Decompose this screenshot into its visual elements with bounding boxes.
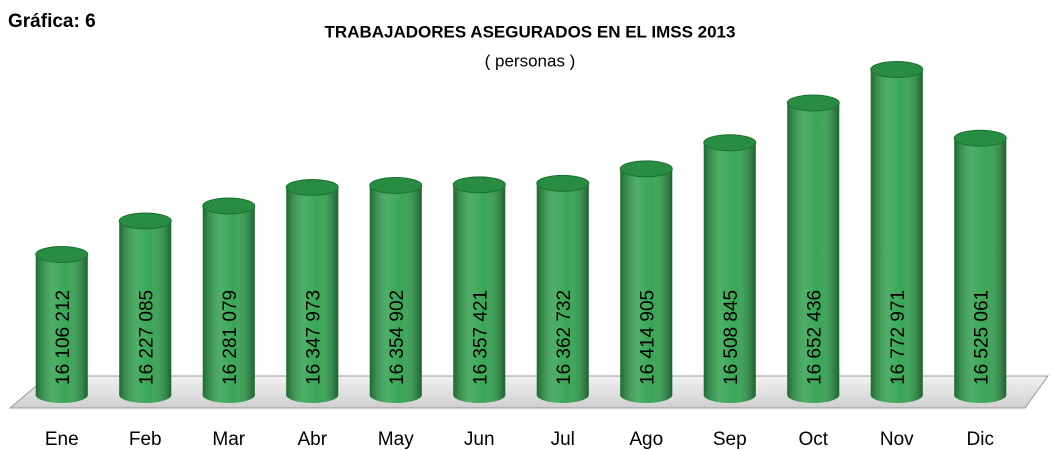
x-tick-label: May <box>378 429 414 450</box>
x-tick-label: Sep <box>713 429 747 450</box>
data-label: 16 772 971 <box>888 290 909 385</box>
bar-cap <box>786 94 840 112</box>
bar-cap-shade <box>954 130 1007 147</box>
bar-cap <box>285 178 339 196</box>
bar-shade <box>787 102 840 396</box>
data-label: 16 414 905 <box>637 290 658 385</box>
bar-shade <box>286 187 339 395</box>
x-tick-label: Mar <box>212 429 245 450</box>
bar-shade <box>954 138 1007 395</box>
chart-label: Gráfica: 6 <box>8 11 96 32</box>
x-tick-label: Abr <box>297 429 327 450</box>
bar-cap <box>369 177 423 195</box>
x-tick-label: Jul <box>551 429 575 450</box>
bar-cap-shade <box>35 246 88 263</box>
bar-cap-shade <box>369 177 422 194</box>
bar-cap <box>536 174 590 192</box>
bar-cap <box>703 134 757 152</box>
bar-cap-shade <box>536 175 589 192</box>
bar-cap-shade <box>286 179 339 196</box>
bar-cap <box>35 246 89 264</box>
bar-cap-shade <box>870 61 923 78</box>
data-label: 16 281 079 <box>220 290 241 385</box>
bar-cap <box>202 197 256 215</box>
bar-shade <box>870 69 923 395</box>
bar-shade <box>202 206 255 395</box>
bar-cap <box>870 61 924 79</box>
data-label: 16 347 973 <box>303 290 324 385</box>
chart-title: TRABAJADORES ASEGURADOS EN EL IMSS 2013 <box>325 22 736 41</box>
bar-shade <box>35 254 88 395</box>
data-label: 16 652 436 <box>804 290 825 385</box>
x-tick-label: Nov <box>880 429 914 450</box>
bar-shade <box>453 184 506 395</box>
x-tick-label: Ene <box>45 429 79 450</box>
data-label: 16 362 732 <box>554 290 575 385</box>
data-label: 16 357 421 <box>470 290 491 385</box>
data-label: 16 227 085 <box>136 290 157 385</box>
bar-shade <box>369 185 422 395</box>
x-tick-label: Oct <box>798 429 828 450</box>
data-label: 16 354 902 <box>387 290 408 385</box>
bar-cap-shade <box>119 212 172 229</box>
bar-cap-shade <box>453 176 506 193</box>
bar-cap <box>619 160 673 178</box>
bar-cap <box>118 212 172 230</box>
x-tick-label: Dic <box>967 429 994 450</box>
bar-shade <box>620 168 673 395</box>
data-label: 16 525 061 <box>971 290 992 385</box>
bar-shade <box>536 183 589 395</box>
x-tick-label: Jun <box>464 429 495 450</box>
data-label: 16 106 212 <box>53 290 74 385</box>
bar-cap <box>452 176 506 194</box>
bar-cap-shade <box>787 94 840 111</box>
bar-shade <box>703 142 756 395</box>
bar-cap-shade <box>202 198 255 215</box>
chart-subtitle: ( personas ) <box>485 51 576 70</box>
bar-cap-shade <box>703 134 756 151</box>
x-tick-label: Feb <box>129 429 162 450</box>
x-tick-label: Ago <box>629 429 663 450</box>
data-label: 16 508 845 <box>721 290 742 385</box>
bar-shade <box>119 220 172 395</box>
bar-cap <box>953 129 1007 147</box>
bar-cap-shade <box>620 160 673 177</box>
